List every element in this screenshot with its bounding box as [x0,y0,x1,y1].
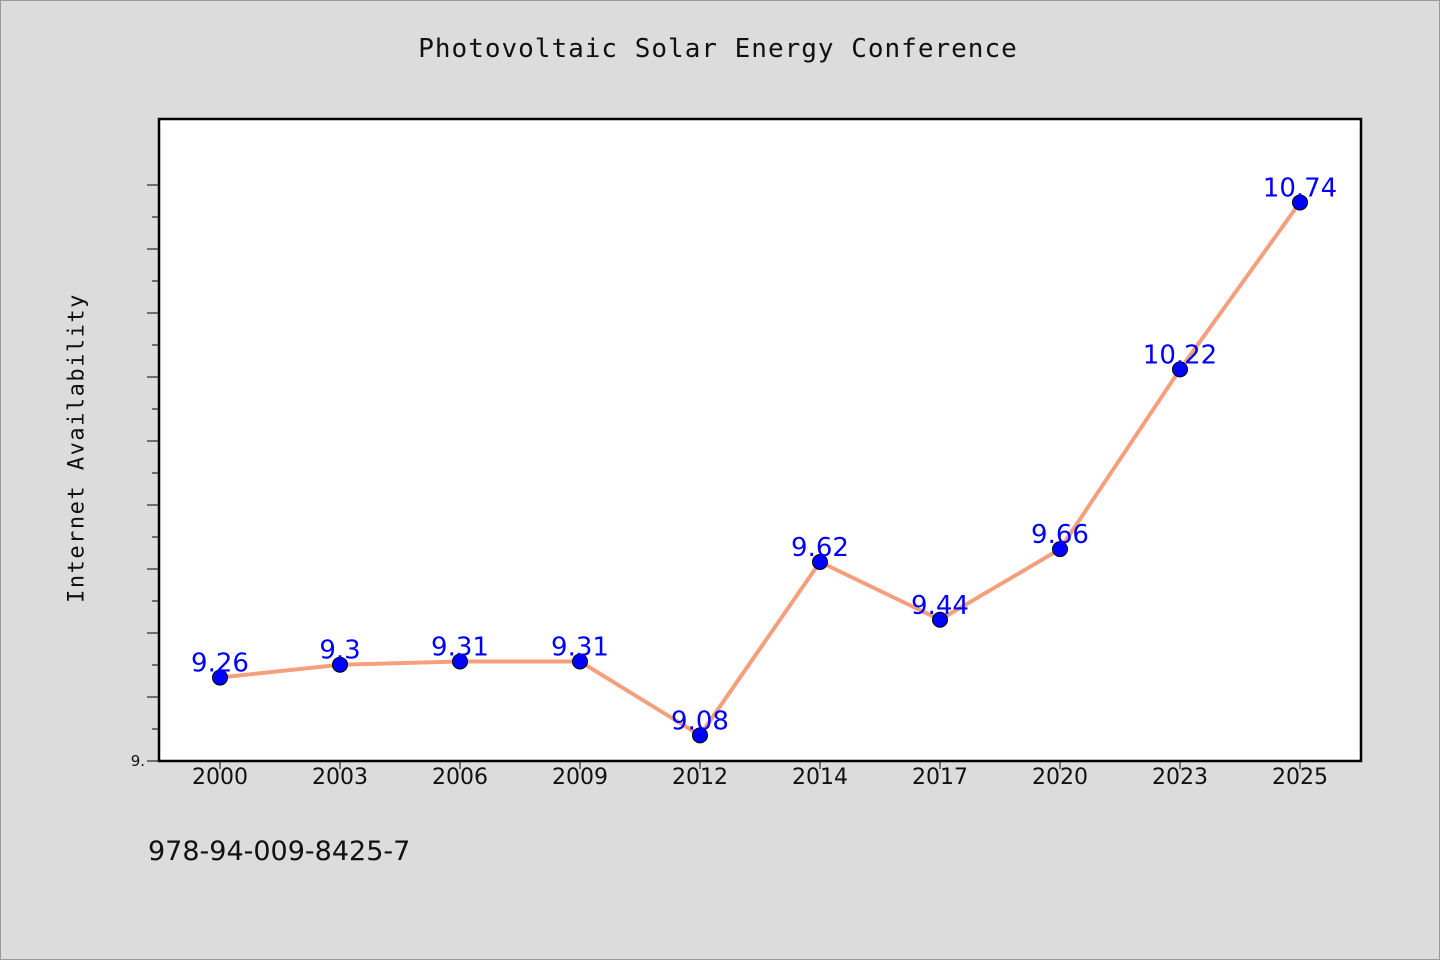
data-label: 9.08 [671,706,729,736]
data-label: 9.26 [191,649,249,679]
data-label: 9.3 [319,636,360,666]
data-label: 10.74 [1263,173,1337,203]
x-tick-label: 2006 [432,765,488,790]
data-label: 9.31 [551,632,609,662]
x-tick-label: 2009 [552,765,608,790]
x-tick-label: 2000 [192,765,248,790]
data-point [332,656,348,673]
plot-area [157,117,1363,763]
data-point [692,727,708,744]
data-point [1292,194,1308,211]
chart-title: Photovoltaic Solar Energy Conference [418,34,1018,64]
data-label: 9.31 [431,632,489,662]
x-tick-label: 2012 [672,765,728,790]
x-tick-label: 2020 [1032,765,1088,790]
series-line [219,201,1302,738]
x-tick-label: 2023 [1152,765,1208,790]
x-tick-label: 2014 [792,765,848,790]
data-point [452,653,468,670]
data-point [212,669,228,686]
data-label: 10.22 [1143,340,1217,370]
data-point [932,611,948,628]
data-label: 9.62 [791,533,849,563]
data-label: 9.44 [911,591,969,621]
y-tick-label: 9. [131,752,145,770]
data-point [1172,361,1188,378]
data-label: 9.66 [1031,520,1089,550]
x-tick-label: 2025 [1272,765,1328,790]
isbn-text: 978-94-009-8425-7 [148,836,411,867]
data-point [812,553,828,570]
x-tick-label: 2017 [912,765,968,790]
x-tick-label: 2003 [312,765,368,790]
data-point [572,653,588,670]
data-point [1052,541,1068,558]
